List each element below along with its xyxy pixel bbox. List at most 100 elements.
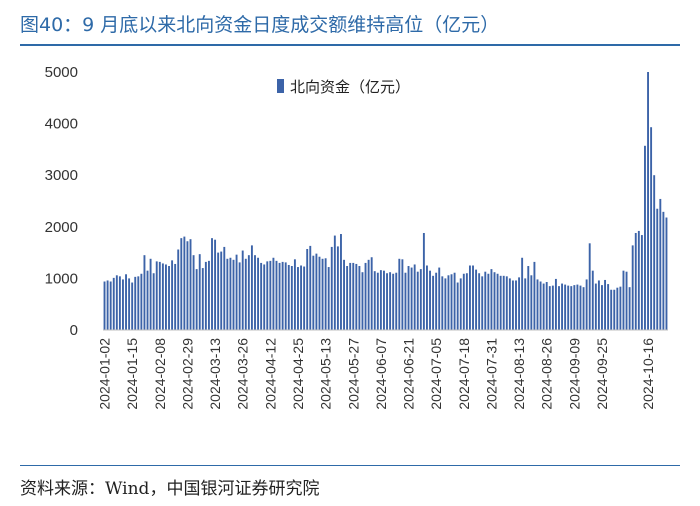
bar-140 <box>533 261 536 330</box>
bar-109 <box>438 267 441 330</box>
bar-170 <box>625 271 628 330</box>
x-tick-label-19: 2024-10-16 <box>640 338 656 410</box>
bar-32 <box>201 268 204 330</box>
bar-chart: 0 1000 2000 3000 4000 5000 2024-01-02 2024-01-1… <box>45 64 668 410</box>
bar-28 <box>189 239 192 330</box>
bar-91 <box>383 270 385 330</box>
bar-33 <box>204 261 207 330</box>
bar-12 <box>140 273 143 330</box>
bar-73 <box>327 267 330 330</box>
bar-150 <box>564 284 567 330</box>
bar-123 <box>481 276 484 330</box>
x-tick-label-14: 2024-07-31 <box>483 338 499 410</box>
bar-118 <box>465 273 468 330</box>
bar-76 <box>336 246 339 330</box>
bar-94 <box>392 273 395 330</box>
bar-21 <box>168 266 170 330</box>
bar-56 <box>275 260 278 330</box>
bar-164 <box>607 284 610 330</box>
x-tick-label-17: 2024-09-09 <box>566 338 582 410</box>
bar-29 <box>192 255 195 330</box>
y-tick-label-3: 3000 <box>45 167 78 184</box>
x-tick-label-9: 2024-05-27 <box>345 338 361 410</box>
legend-label: 北向资金（亿元） <box>290 78 410 96</box>
bar-75 <box>333 235 336 330</box>
bar-49 <box>254 255 256 330</box>
bar-80 <box>349 262 352 330</box>
bar-108 <box>435 272 438 330</box>
y-tick-label-0: 0 <box>70 322 78 339</box>
bar-38 <box>220 251 223 330</box>
bar-128 <box>496 273 499 330</box>
bar-82 <box>355 263 358 330</box>
bar-71 <box>321 258 324 330</box>
bar-105 <box>426 265 428 330</box>
bar-10 <box>134 276 137 330</box>
bar-14 <box>146 270 149 330</box>
bar-15 <box>149 258 152 330</box>
bar-24 <box>177 249 180 330</box>
bar-48 <box>250 245 253 330</box>
bar-147 <box>554 278 557 330</box>
x-tick-label-13: 2024-07-18 <box>456 338 472 410</box>
bar-22 <box>171 260 174 330</box>
bar-173 <box>634 232 637 330</box>
bar-127 <box>493 272 496 330</box>
bar-88 <box>373 271 376 330</box>
bar-159 <box>591 270 594 330</box>
bar-9 <box>131 282 134 330</box>
bar-36 <box>214 239 217 330</box>
bar-99 <box>407 266 410 330</box>
legend-swatch <box>277 79 284 93</box>
bar-89 <box>376 272 379 330</box>
bar-30 <box>195 269 198 330</box>
bar-121 <box>475 269 478 330</box>
bar-11 <box>137 276 140 330</box>
bar-176 <box>644 145 646 330</box>
bar-130 <box>502 275 505 330</box>
bar-51 <box>260 262 263 330</box>
bar-40 <box>226 258 229 330</box>
bar-83 <box>358 266 361 330</box>
bar-146 <box>551 285 554 330</box>
bar-142 <box>539 281 542 330</box>
source-note: 资料来源：Wind，中国银河证券研究院 <box>20 479 320 499</box>
bar-133 <box>511 280 514 330</box>
x-tick-label-5: 2024-03-26 <box>235 338 251 410</box>
bar-113 <box>450 274 453 330</box>
bar-114 <box>453 272 456 330</box>
bar-134 <box>515 280 517 330</box>
bar-26 <box>183 236 186 330</box>
bar-96 <box>398 258 401 330</box>
bar-141 <box>536 279 539 330</box>
bar-155 <box>579 285 582 330</box>
title-divider <box>20 44 680 46</box>
bar-168 <box>619 286 622 330</box>
bar-136 <box>521 257 524 330</box>
x-tick-label-8: 2024-05-13 <box>318 338 334 410</box>
bar-104 <box>422 232 425 330</box>
bar-16 <box>152 273 155 330</box>
bar-129 <box>499 275 502 330</box>
bar-25 <box>180 238 183 330</box>
x-tick-label-1: 2024-01-15 <box>124 338 140 410</box>
bar-100 <box>410 267 413 330</box>
bar-87 <box>370 257 373 330</box>
bar-47 <box>247 255 250 330</box>
bar-174 <box>637 230 640 330</box>
bar-72 <box>324 258 327 330</box>
bar-61 <box>290 266 293 330</box>
bar-86 <box>367 259 370 330</box>
page-title: 图40：9 月底以来北向资金日度成交额维持高位（亿元） <box>20 14 500 36</box>
y-tick-label-4: 4000 <box>45 116 78 133</box>
bar-148 <box>558 286 560 330</box>
bar-84 <box>361 272 364 330</box>
bar-20 <box>165 264 167 330</box>
bar-66 <box>306 248 309 330</box>
bar-110 <box>441 276 444 330</box>
bar-160 <box>594 283 597 330</box>
bar-70 <box>318 256 321 330</box>
bar-179 <box>653 175 656 330</box>
bar-46 <box>244 258 247 330</box>
bar-59 <box>284 262 287 330</box>
